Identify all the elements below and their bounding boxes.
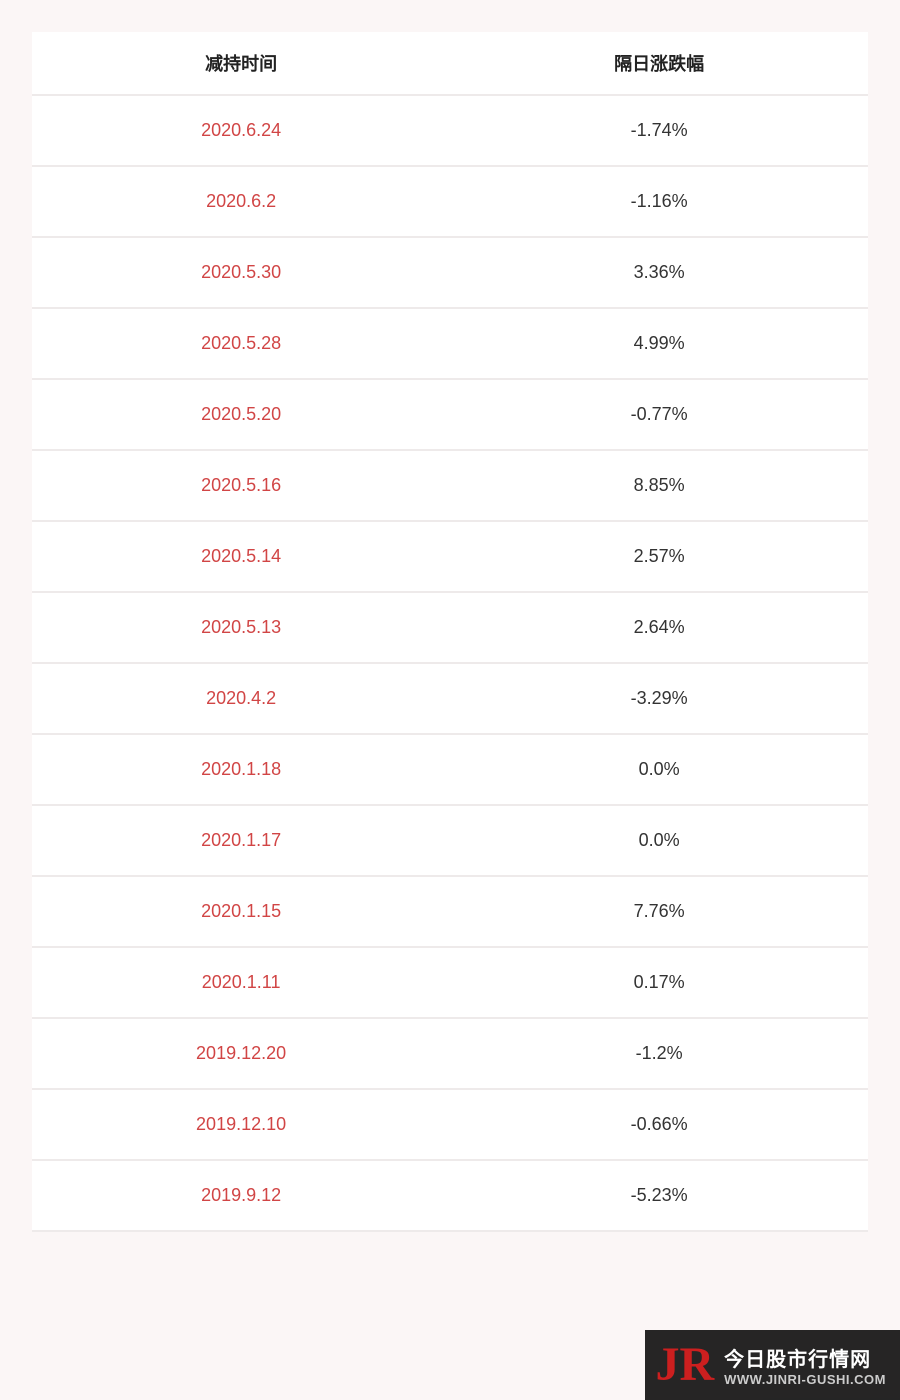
watermark: JR 今日股市行情网 WWW.JINRI-GUSHI.COM [645,1330,900,1400]
table-row: 2020.6.2 -1.16% [32,167,868,238]
value-cell: 8.85% [450,451,868,522]
table-row: 2020.1.11 0.17% [32,948,868,1019]
table-row: 2019.12.20 -1.2% [32,1019,868,1090]
table-row: 2020.1.15 7.76% [32,877,868,948]
date-cell: 2020.1.18 [32,735,450,806]
date-cell: 2020.5.20 [32,380,450,451]
table-row: 2020.6.24 -1.74% [32,96,868,167]
table-header-row: 减持时间 隔日涨跌幅 [32,32,868,96]
date-cell: 2020.1.17 [32,806,450,877]
value-cell: 3.36% [450,238,868,309]
data-table: 减持时间 隔日涨跌幅 2020.6.24 -1.74% 2020.6.2 -1.… [32,32,868,1232]
col-header-date: 减持时间 [32,32,450,96]
table-row: 2019.12.10 -0.66% [32,1090,868,1161]
watermark-text-block: 今日股市行情网 WWW.JINRI-GUSHI.COM [724,1343,886,1387]
value-cell: 0.17% [450,948,868,1019]
date-cell: 2020.5.28 [32,309,450,380]
watermark-logo: JR [655,1341,714,1389]
table-row: 2020.4.2 -3.29% [32,664,868,735]
table-row: 2020.1.18 0.0% [32,735,868,806]
value-cell: -0.66% [450,1090,868,1161]
value-cell: -1.16% [450,167,868,238]
value-cell: -5.23% [450,1161,868,1232]
value-cell: -3.29% [450,664,868,735]
date-cell: 2020.4.2 [32,664,450,735]
date-cell: 2020.5.14 [32,522,450,593]
watermark-url: WWW.JINRI-GUSHI.COM [724,1372,886,1387]
date-cell: 2019.12.20 [32,1019,450,1090]
value-cell: 4.99% [450,309,868,380]
table-row: 2020.5.16 8.85% [32,451,868,522]
value-cell: -0.77% [450,380,868,451]
date-cell: 2020.5.13 [32,593,450,664]
value-cell: 2.57% [450,522,868,593]
table-row: 2020.5.14 2.57% [32,522,868,593]
table-row: 2020.5.20 -0.77% [32,380,868,451]
table-container: 减持时间 隔日涨跌幅 2020.6.24 -1.74% 2020.6.2 -1.… [0,0,900,1232]
value-cell: 0.0% [450,735,868,806]
date-cell: 2019.9.12 [32,1161,450,1232]
value-cell: -1.2% [450,1019,868,1090]
table-row: 2020.5.30 3.36% [32,238,868,309]
date-cell: 2019.12.10 [32,1090,450,1161]
table-row: 2019.9.12 -5.23% [32,1161,868,1232]
value-cell: 7.76% [450,877,868,948]
value-cell: 2.64% [450,593,868,664]
table-row: 2020.1.17 0.0% [32,806,868,877]
col-header-change: 隔日涨跌幅 [450,32,868,96]
date-cell: 2020.6.2 [32,167,450,238]
date-cell: 2020.1.15 [32,877,450,948]
value-cell: 0.0% [450,806,868,877]
table-row: 2020.5.13 2.64% [32,593,868,664]
date-cell: 2020.1.11 [32,948,450,1019]
watermark-title: 今日股市行情网 [724,1343,886,1372]
date-cell: 2020.6.24 [32,96,450,167]
date-cell: 2020.5.16 [32,451,450,522]
table-body: 2020.6.24 -1.74% 2020.6.2 -1.16% 2020.5.… [32,96,868,1232]
date-cell: 2020.5.30 [32,238,450,309]
value-cell: -1.74% [450,96,868,167]
table-row: 2020.5.28 4.99% [32,309,868,380]
